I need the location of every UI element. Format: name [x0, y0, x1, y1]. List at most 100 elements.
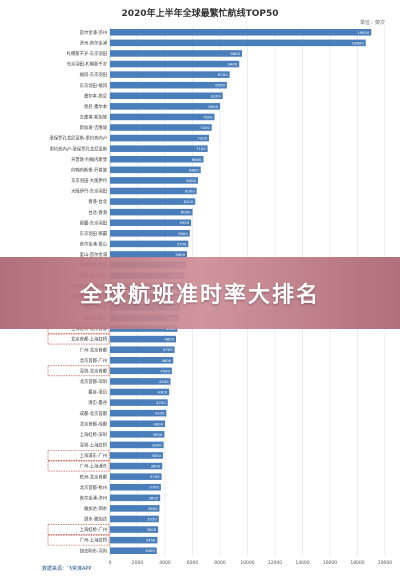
bar	[110, 409, 167, 417]
data-label: 4300	[157, 390, 167, 395]
data-label: 6400	[186, 178, 196, 183]
bar	[110, 187, 197, 195]
bar	[110, 378, 171, 385]
category-label: 泗水-雅加达	[84, 516, 108, 523]
data-label: 4800	[164, 337, 174, 342]
category-label: 东京羽田-大阪伊丹	[71, 177, 108, 184]
x-tick-label: 0	[109, 560, 112, 566]
data-label: 3500	[146, 527, 156, 532]
category-label: 上海浦东-广州	[80, 452, 107, 459]
bar	[110, 367, 172, 375]
category-label: 杭州-北京首都	[80, 473, 108, 480]
x-tick-label: 18000	[350, 560, 364, 566]
data-label: 9600	[230, 51, 240, 56]
data-label: 6200	[184, 199, 194, 204]
category-label: 上海虹桥-广州	[80, 526, 107, 533]
data-label: 4200	[156, 400, 166, 405]
title-banner: 全球航班准时率大排名	[0, 257, 400, 329]
category-label: 台北-香港	[88, 209, 107, 216]
category-label: 北京首都-杭州	[80, 484, 107, 491]
data-label: 8700	[218, 72, 228, 77]
data-label: 5700	[177, 241, 187, 246]
category-label: 清迈-曼谷	[88, 399, 107, 406]
data-label: 3950	[153, 432, 163, 437]
data-label: 9400	[228, 62, 238, 67]
data-label: 5600	[175, 252, 185, 257]
bar	[110, 526, 159, 533]
highlight-box	[47, 365, 110, 377]
category-label: 上海虹桥-深圳	[80, 431, 107, 438]
bar	[110, 483, 161, 491]
category-label: 胡志明市-河内	[80, 547, 107, 554]
bar	[110, 177, 198, 184]
bar	[110, 473, 162, 480]
bar	[110, 462, 163, 470]
category-label: 首尔金浦-济州	[80, 494, 107, 501]
data-label: 4500	[160, 368, 170, 373]
data-label: 7600	[203, 114, 213, 119]
bar	[110, 71, 230, 78]
bar	[110, 103, 220, 110]
data-label: 19000	[357, 30, 370, 35]
data-label: 7200	[197, 136, 207, 141]
category-label: 广州-北京首都	[80, 346, 108, 353]
category-label: 东京羽田-札幌新千岁	[67, 61, 107, 68]
data-label: 3750	[150, 474, 160, 479]
bar	[110, 39, 366, 47]
bar	[110, 346, 175, 353]
x-tick-label: 12000	[268, 560, 282, 566]
bar	[110, 335, 176, 343]
highlight-box	[47, 460, 110, 472]
category-label: 那霸-东京羽田	[80, 219, 107, 226]
data-label: 3850	[151, 453, 161, 458]
data-label: 6300	[185, 188, 195, 193]
category-label: 约翰内斯堡-开普敦	[71, 166, 108, 173]
data-label: 3600	[148, 506, 158, 511]
bar	[110, 113, 215, 121]
bar	[110, 505, 160, 512]
bar	[110, 145, 208, 152]
data-label: 6800	[192, 157, 202, 162]
bar	[110, 81, 227, 89]
x-tick-label: 20000	[378, 560, 392, 566]
data-label: 8500	[215, 83, 225, 88]
highlight-box	[47, 333, 110, 345]
category-label: 成都-北京首都	[80, 410, 108, 417]
data-label: 3800	[151, 464, 161, 469]
category-label: 开普敦-约翰内斯堡	[71, 156, 108, 163]
category-label: 东京羽田-那霸	[80, 230, 107, 237]
data-label: 5800	[178, 231, 188, 236]
bar	[110, 219, 192, 227]
category-label: 首尔金浦-釜山	[80, 240, 107, 247]
data-label: 7100	[196, 146, 206, 151]
category-label: 釜山-首尔金浦	[80, 251, 108, 258]
bar	[110, 155, 204, 163]
bar	[110, 50, 242, 57]
bar	[110, 536, 158, 544]
bar	[110, 399, 168, 406]
data-label: 8000	[208, 104, 218, 109]
category-label: 广州-上海虹桥	[80, 537, 108, 544]
bar	[110, 92, 223, 100]
bar	[110, 515, 159, 523]
data-label: 4600	[162, 358, 172, 363]
source-note: 数据来源：飞常准APP	[42, 566, 92, 572]
category-label: 香港-台北	[88, 198, 107, 205]
category-label: 圣保罗孔戈尼亚斯-里约热内卢	[50, 135, 108, 142]
category-label: 大阪伊丹-东京羽田	[71, 188, 107, 195]
x-tick-label: 10000	[240, 560, 254, 566]
bar	[110, 124, 212, 131]
category-label: 北京首都-上海虹桥	[71, 336, 108, 343]
category-label: 北京首都-成都	[80, 420, 108, 427]
bar	[110, 166, 201, 174]
category-label: 福冈-东京羽田	[80, 71, 107, 78]
x-tick-label: 8000	[214, 560, 226, 566]
bar	[110, 547, 157, 554]
bar	[110, 441, 164, 449]
bar	[110, 60, 240, 68]
bar	[110, 230, 190, 237]
category-label: 悉尼-墨尔本	[84, 103, 108, 110]
bar	[110, 452, 163, 459]
category-label: 里约热内卢-圣保罗孔戈尼亚斯	[50, 145, 108, 152]
bar	[110, 251, 187, 258]
